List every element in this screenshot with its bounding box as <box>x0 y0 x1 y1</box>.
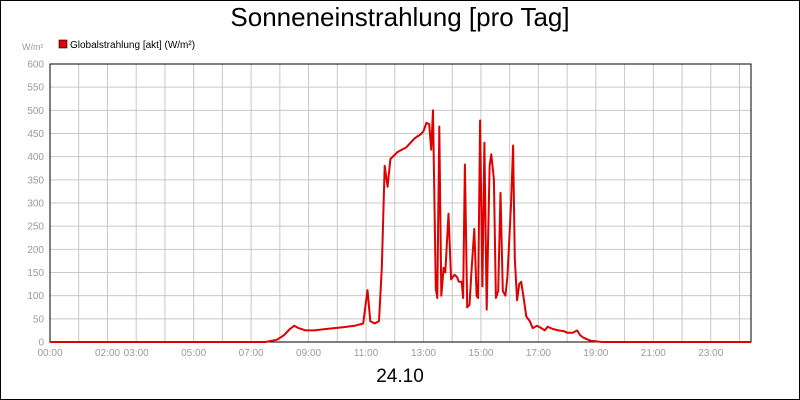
y-tick-label: 450 <box>27 129 44 140</box>
x-tick-label: 11:00 <box>354 348 379 359</box>
x-tick-label: 19:00 <box>583 348 608 359</box>
y-tick-label: 100 <box>27 291 44 302</box>
y-tick-label: 200 <box>27 245 44 256</box>
chart-title: Sonneneinstrahlung [pro Tag] <box>230 2 570 32</box>
x-tick-label: 09:00 <box>296 348 321 359</box>
x-tick-label: 15:00 <box>468 348 493 359</box>
plot-border <box>49 63 752 343</box>
date-label: 24.10 <box>376 366 424 387</box>
legend: Globalstrahlung [akt] (W/m²) <box>58 39 195 51</box>
y-tick-label: 400 <box>27 152 44 163</box>
axis-labels: 0 50 100 150 200 250 300 350 400 450 500 550 600 00:0… <box>27 60 723 360</box>
y-tick-label: 250 <box>27 222 44 233</box>
y-tick-label: 350 <box>27 175 44 186</box>
x-tick-label: 05:00 <box>181 348 206 359</box>
x-tick-label: 07:00 <box>239 348 264 359</box>
y-tick-label: 0 <box>38 338 44 349</box>
y-tick-label: 500 <box>27 106 44 117</box>
y-tick-label: 50 <box>33 314 45 325</box>
x-tick-label: 03:00 <box>124 348 149 359</box>
y-tick-label: 150 <box>27 268 44 279</box>
x-tick-label: 13:00 <box>411 348 436 359</box>
series-lines <box>50 109 751 343</box>
legend-swatch <box>58 39 68 49</box>
series-line-globalstrahlung <box>50 109 751 343</box>
x-tick-label: 23:00 <box>698 348 723 359</box>
x-tick-label: 00:00 <box>37 348 62 359</box>
y-tick-label: 550 <box>27 83 44 94</box>
legend-label: Globalstrahlung [akt] (W/m²) <box>70 40 195 51</box>
x-tick-label: 17:00 <box>526 348 551 359</box>
y-tick-label: 300 <box>27 199 44 210</box>
x-tick-label: 21:00 <box>641 348 666 359</box>
y-tick-label: 600 <box>27 60 44 71</box>
y-axis-unit: W/m² <box>22 42 44 52</box>
x-tick-label: 02:00 <box>95 348 120 359</box>
grid-lines <box>50 64 751 342</box>
